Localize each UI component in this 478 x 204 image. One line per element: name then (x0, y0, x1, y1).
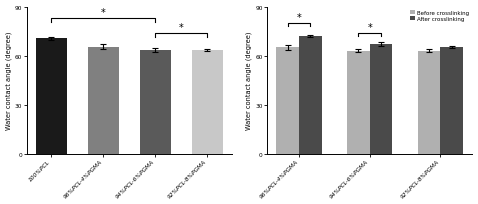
Y-axis label: Water contact angle (degree): Water contact angle (degree) (6, 32, 12, 130)
Text: *: * (367, 23, 372, 33)
Y-axis label: Water contact angle (degree): Water contact angle (degree) (246, 32, 252, 130)
Text: *: * (101, 8, 106, 18)
Bar (276, 48, 299, 154)
Bar (369, 45, 392, 154)
Bar (88, 47, 119, 154)
Text: *: * (296, 13, 301, 23)
Bar (418, 51, 440, 154)
Bar (299, 37, 322, 154)
Legend: Before crosslinking, After crosslinking: Before crosslinking, After crosslinking (409, 10, 470, 22)
Bar (140, 51, 171, 154)
Bar (192, 51, 223, 154)
Text: *: * (179, 23, 184, 33)
Bar (347, 51, 369, 154)
Bar (440, 48, 463, 154)
Bar (36, 39, 67, 154)
